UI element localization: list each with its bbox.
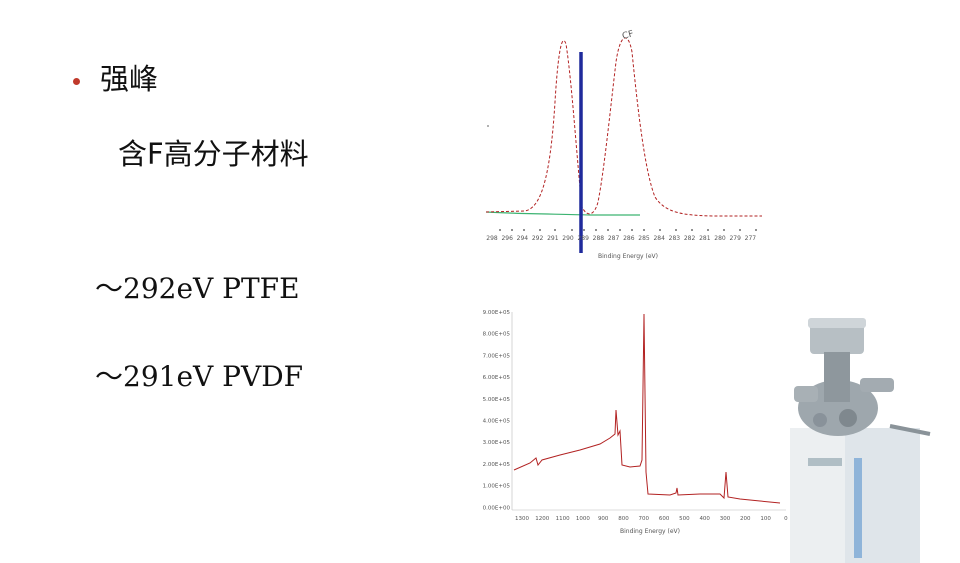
- top-x-tick-label: 294: [517, 235, 529, 242]
- bottom-x-tick-label: 900: [598, 516, 609, 522]
- top-x-tick-label: 296: [501, 235, 513, 242]
- baseline-line: [485, 211, 640, 216]
- survey-spectrum-chart: 9.00E+05 8.00E+05 7.00E+05 6.00E+05 5.00E+05…: [483, 310, 788, 535]
- bottom-y-tick-label: 6.00E+05: [483, 375, 511, 381]
- bottom-x-tick-label: 400: [699, 516, 710, 522]
- top-x-tick-label: 281: [699, 235, 711, 242]
- bottom-y-tick-label: 7.00E+05: [483, 353, 511, 359]
- bottom-y-tick-label: 0.00E+00: [483, 505, 511, 511]
- ptfe-line: ～292eV PTFE: [95, 272, 300, 305]
- bottom-x-tick-label: 1200: [535, 516, 549, 522]
- top-x-tick-label: 277: [745, 235, 757, 242]
- top-x-tick-label: 283: [669, 235, 681, 242]
- top-x-tick-label: 287: [608, 235, 620, 242]
- bottom-y-tick-label: 3.00E+05: [483, 440, 511, 446]
- peak-label: CF: [621, 29, 635, 42]
- xps-instrument-image: [790, 318, 931, 563]
- bottom-y-tick-label: 8.00E+05: [483, 332, 511, 338]
- top-x-tick-label: 285: [638, 235, 650, 242]
- bottom-x-tick-label: 300: [720, 516, 731, 522]
- bullet-heading: 强峰: [100, 62, 159, 96]
- spectrum-curve: [485, 37, 762, 217]
- bottom-y-tick-label: 9.00E+05: [483, 310, 511, 316]
- top-x-tick-label: 286: [623, 235, 635, 242]
- bottom-x-tick-label: 800: [618, 516, 629, 522]
- survey-curve: [513, 313, 781, 504]
- sub-heading: 含F高分子材料: [118, 137, 309, 171]
- bottom-x-tick-label: 100: [760, 516, 771, 522]
- bottom-y-tick-label: 2.00E+05: [483, 462, 511, 468]
- bottom-y-tick-label: 1.00E+05: [483, 484, 511, 490]
- bottom-x-tick-label: 600: [659, 516, 670, 522]
- bottom-x-tick-label: 0: [784, 516, 788, 522]
- top-x-tick-label: 288: [593, 235, 605, 242]
- bottom-x-tick-label: 500: [679, 516, 690, 522]
- bottom-x-tick-label: 1300: [515, 516, 529, 522]
- bottom-x-tick-label: 700: [639, 516, 650, 522]
- top-x-tick-label: 292: [532, 235, 544, 242]
- top-x-tick-label: 290: [562, 235, 574, 242]
- top-xlabel: Binding Energy (eV): [598, 253, 658, 260]
- bullet-dot: [73, 78, 80, 85]
- top-x-tick-label: 284: [653, 235, 665, 242]
- top-x-tick-label: 291: [547, 235, 559, 242]
- c1s-spectrum-chart: CF 298 296 294 292 291 290 289 288 287 286 285 284 2…: [485, 29, 762, 260]
- bottom-y-tick-label: 5.00E+05: [483, 397, 511, 403]
- top-x-tick-label: 282: [684, 235, 696, 242]
- bottom-x-tick-label: 1100: [556, 516, 570, 522]
- bottom-y-tick-label: 4.00E+05: [483, 419, 511, 425]
- bottom-xlabel: Binding Energy (eV): [620, 528, 680, 535]
- pvdf-line: ～291eV PVDF: [95, 360, 304, 393]
- top-x-tick-label: 280: [714, 235, 726, 242]
- top-x-tick-label: 279: [729, 235, 741, 242]
- top-x-tick-label: 289: [577, 235, 589, 242]
- bottom-x-tick-label: 1000: [576, 516, 590, 522]
- bottom-x-tick-label: 200: [740, 516, 751, 522]
- top-x-tick-label: 298: [486, 235, 498, 242]
